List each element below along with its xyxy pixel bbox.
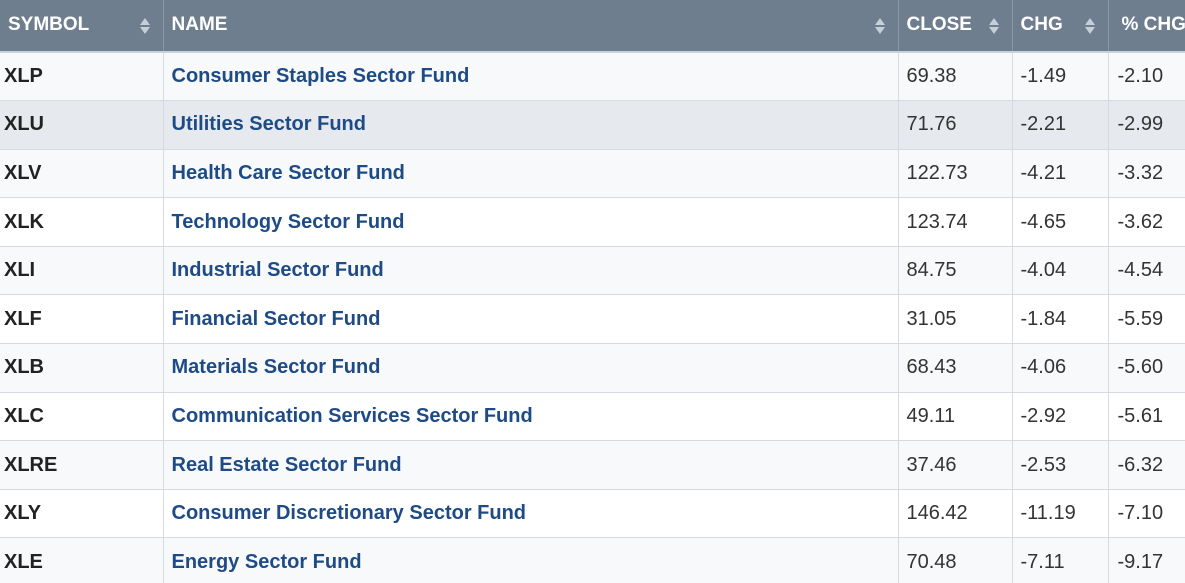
table-row: XLRE Real Estate Sector Fund 37.46 -2.53 -6.… bbox=[0, 440, 1185, 490]
name-cell: Communication Services Sector Fund bbox=[163, 392, 899, 442]
symbol-cell: XLRE bbox=[0, 440, 164, 490]
fund-name-link[interactable]: Technology Sector Fund bbox=[171, 210, 405, 233]
pct-chg-cell: -2.99 bbox=[1108, 100, 1185, 150]
name-cell: Real Estate Sector Fund bbox=[163, 440, 899, 490]
chg-cell: -4.65 bbox=[1012, 197, 1109, 247]
close-cell: 123.74 bbox=[898, 197, 1013, 247]
chg-cell: -11.19 bbox=[1012, 489, 1109, 539]
table-body: XLP Consumer Staples Sector Fund 69.38 -1.4… bbox=[0, 52, 1185, 583]
symbol-cell: XLY bbox=[0, 489, 164, 539]
name-cell: Consumer Discretionary Sector Fund bbox=[163, 489, 899, 539]
fund-name-link[interactable]: Real Estate Sector Fund bbox=[171, 453, 402, 476]
column-header-label: CLOSE bbox=[906, 14, 972, 36]
symbol-cell: XLE bbox=[0, 537, 164, 583]
table-row: XLB Materials Sector Fund 68.43 -4.06 -5.60 bbox=[0, 343, 1185, 393]
chg-cell: -2.92 bbox=[1012, 392, 1109, 442]
pct-chg-cell: -3.32 bbox=[1108, 149, 1185, 199]
pct-chg-cell: -7.10 bbox=[1108, 489, 1185, 539]
column-header-label: % CHG bbox=[1121, 14, 1185, 36]
close-cell: 122.73 bbox=[898, 149, 1013, 199]
fund-name-link[interactable]: Financial Sector Fund bbox=[171, 307, 381, 330]
table-row: XLP Consumer Staples Sector Fund 69.38 -1.4… bbox=[0, 52, 1185, 102]
close-cell: 49.11 bbox=[898, 392, 1013, 442]
table-row: XLV Health Care Sector Fund 122.73 -4.21 -3.… bbox=[0, 149, 1185, 199]
sort-arrows-icon[interactable] bbox=[988, 17, 1000, 35]
name-cell: Utilities Sector Fund bbox=[163, 100, 899, 150]
column-header-chg[interactable]: CHG bbox=[1012, 0, 1109, 53]
symbol-cell: XLP bbox=[0, 52, 164, 102]
fund-name-link[interactable]: Utilities Sector Fund bbox=[171, 113, 366, 136]
symbol-cell: XLU bbox=[0, 100, 164, 150]
chg-cell: -1.84 bbox=[1012, 294, 1109, 345]
name-cell: Health Care Sector Fund bbox=[163, 149, 899, 199]
column-header-label: NAME bbox=[171, 14, 228, 36]
table-row: XLU Utilities Sector Fund 71.76 -2.21 -2.99 bbox=[0, 100, 1185, 150]
table-row: XLY Consumer Discretionary Sector Fund 146… bbox=[0, 489, 1185, 539]
fund-name-link[interactable]: Energy Sector Fund bbox=[171, 550, 362, 573]
pct-chg-cell: -6.32 bbox=[1108, 440, 1185, 490]
table-row: XLF Financial Sector Fund 31.05 -1.84 -5.59 bbox=[0, 294, 1185, 345]
chg-cell: -2.21 bbox=[1012, 100, 1109, 150]
header-row: SYMBOL NAME CLOSE CHG % CHG bbox=[0, 0, 1185, 53]
fund-name-link[interactable]: Communication Services Sector Fund bbox=[171, 404, 533, 427]
name-cell: Consumer Staples Sector Fund bbox=[163, 52, 899, 102]
fund-name-link[interactable]: Consumer Discretionary Sector Fund bbox=[171, 502, 527, 525]
table-row: XLE Energy Sector Fund 70.48 -7.11 -9.17 bbox=[0, 537, 1185, 583]
symbol-cell: XLV bbox=[0, 149, 164, 199]
table-row: XLC Communication Services Sector Fund 49.… bbox=[0, 392, 1185, 442]
pct-chg-cell: -3.62 bbox=[1108, 197, 1185, 247]
fund-name-link[interactable]: Materials Sector Fund bbox=[171, 356, 381, 379]
fund-name-link[interactable]: Consumer Staples Sector Fund bbox=[171, 65, 470, 88]
chg-cell: -7.11 bbox=[1012, 537, 1109, 583]
chg-cell: -4.21 bbox=[1012, 149, 1109, 199]
close-cell: 84.75 bbox=[898, 246, 1013, 296]
fund-name-link[interactable]: Industrial Sector Fund bbox=[171, 259, 384, 282]
pct-chg-cell: -5.61 bbox=[1108, 392, 1185, 442]
pct-chg-cell: -5.59 bbox=[1108, 294, 1185, 345]
name-cell: Financial Sector Fund bbox=[163, 294, 899, 345]
name-cell: Materials Sector Fund bbox=[163, 343, 899, 393]
column-header-symbol[interactable]: SYMBOL bbox=[0, 0, 164, 53]
pct-chg-cell: -2.10 bbox=[1108, 52, 1185, 102]
column-header-label: CHG bbox=[1020, 14, 1063, 36]
close-cell: 146.42 bbox=[898, 489, 1013, 539]
sort-arrows-icon[interactable] bbox=[1084, 17, 1096, 35]
chg-cell: -4.06 bbox=[1012, 343, 1109, 393]
chg-cell: -2.53 bbox=[1012, 440, 1109, 490]
column-header-close[interactable]: CLOSE bbox=[898, 0, 1013, 53]
column-header-pct-chg[interactable]: % CHG bbox=[1108, 0, 1185, 53]
name-cell: Energy Sector Fund bbox=[163, 537, 899, 583]
close-cell: 69.38 bbox=[898, 52, 1013, 102]
close-cell: 31.05 bbox=[898, 294, 1013, 345]
table-row: XLI Industrial Sector Fund 84.75 -4.04 -4.54 bbox=[0, 246, 1185, 296]
symbol-cell: XLI bbox=[0, 246, 164, 296]
chg-cell: -4.04 bbox=[1012, 246, 1109, 296]
name-cell: Industrial Sector Fund bbox=[163, 246, 899, 296]
symbol-cell: XLK bbox=[0, 197, 164, 247]
symbol-cell: XLC bbox=[0, 392, 164, 442]
column-header-name[interactable]: NAME bbox=[163, 0, 899, 53]
pct-chg-cell: -4.54 bbox=[1108, 246, 1185, 296]
close-cell: 70.48 bbox=[898, 537, 1013, 583]
close-cell: 68.43 bbox=[898, 343, 1013, 393]
chg-cell: -1.49 bbox=[1012, 52, 1109, 102]
close-cell: 37.46 bbox=[898, 440, 1013, 490]
sort-arrows-icon[interactable] bbox=[874, 17, 886, 35]
column-header-label: SYMBOL bbox=[8, 14, 90, 36]
pct-chg-cell: -5.60 bbox=[1108, 343, 1185, 393]
symbol-cell: XLF bbox=[0, 294, 164, 345]
pct-chg-cell: -9.17 bbox=[1108, 537, 1185, 583]
symbol-cell: XLB bbox=[0, 343, 164, 393]
sort-arrows-icon[interactable] bbox=[139, 17, 151, 35]
name-cell: Technology Sector Fund bbox=[163, 197, 899, 247]
table-header: SYMBOL NAME CLOSE CHG % CHG bbox=[0, 0, 1185, 53]
fund-name-link[interactable]: Health Care Sector Fund bbox=[171, 161, 405, 184]
close-cell: 71.76 bbox=[898, 100, 1013, 150]
table-row: XLK Technology Sector Fund 123.74 -4.65 -3.6… bbox=[0, 197, 1185, 247]
